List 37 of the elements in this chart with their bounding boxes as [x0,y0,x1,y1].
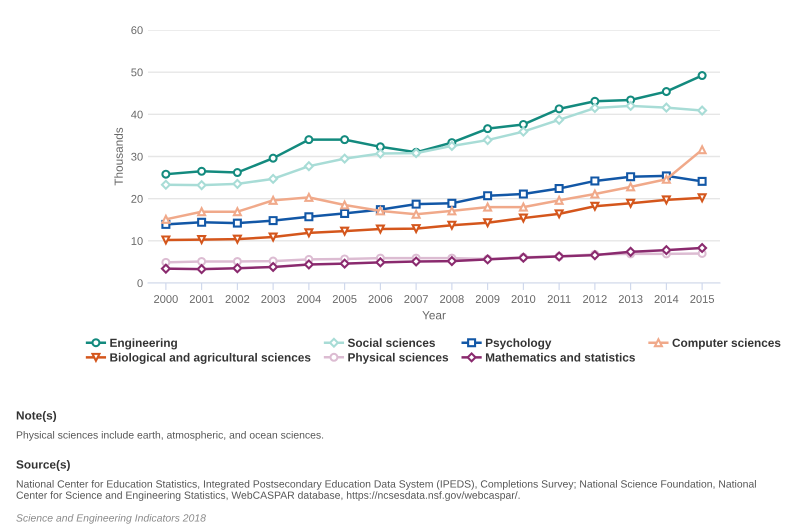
x-tick-label: 2013 [618,295,642,303]
x-tick-label: 2011 [548,295,571,303]
x-tick-label: 2003 [261,295,285,303]
x-tick-label: 2007 [404,295,428,303]
x-tick-label: 2009 [476,295,500,303]
x-tick-label: 2000 [154,295,178,303]
x-tick-label: 2014 [654,295,678,303]
legend-label: Social sciences [348,338,435,347]
text: National Center for Education Statistics, Integrated Postsecondary Education Data System (IPEDS), Completions Survey; National Science Foundation, National Center for Science and Engineering Statistics, WebCASPAR database, https://ncsesdata.nsf.gov/webcaspar/. [16,480,756,501]
x-axis-title: Year [422,311,446,320]
legend-label: Psychology [486,338,552,350]
y-tick-label: 10 [132,237,143,245]
x-tick-label: 2010 [512,295,536,303]
y-tick-label: 30 [131,152,143,161]
legend-label: Biological and agricultural sciences [110,352,310,364]
source-note: Source(s) [16,460,70,472]
x-tick-label: 2006 [368,295,392,303]
x-tick-label: 2012 [583,295,607,303]
y-tick-label: 40 [131,110,143,118]
y-tick-label: 0 [137,279,143,288]
legend-label: Engineering [110,338,177,350]
x-tick-label: 2004 [297,295,321,303]
x-tick-label: 2015 [690,295,714,303]
x-tick-label: 2008 [440,295,464,303]
y-tick-label: 20 [131,194,143,203]
text: Note(s) [16,411,56,422]
x-tick-label: 2001 [190,295,214,303]
x-tick-label: 2005 [332,295,357,303]
y-tick-label: 60 [131,26,143,34]
legend-label: Physical sciences [348,352,448,364]
x-tick-label: 2002 [226,295,250,303]
legend-label: Mathematics and statistics [486,352,635,362]
y-tick-label: 50 [131,68,143,76]
y-axis-title: Thousands [114,128,123,186]
legend-label: Computer sciences [672,338,780,350]
text: Physical sciences include earth, atmospheric, and ocean sciences. [16,431,324,441]
text: Science and Engineering Indicators 2018 [16,514,206,524]
